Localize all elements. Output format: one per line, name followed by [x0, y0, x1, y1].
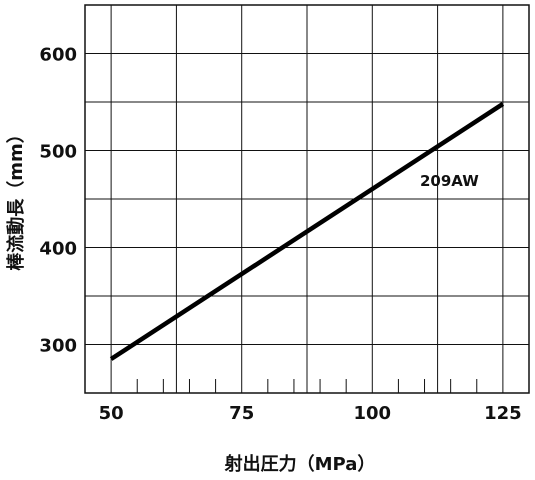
y-tick-label-0: 300 [39, 336, 77, 357]
x-tick-label-3: 125 [484, 403, 522, 424]
x-tick-label-1: 75 [229, 403, 254, 424]
y-tick-label-3: 600 [39, 45, 77, 66]
x-tick-label-0: 50 [99, 403, 124, 424]
tick-labels: 50 75 100 125 300 400 500 600 [39, 45, 521, 425]
minor-ticks [136, 379, 478, 393]
x-tick-label-2: 100 [354, 403, 392, 424]
y-axis-title: 棒流動長（mm） [5, 125, 27, 271]
y-tick-label-1: 400 [39, 239, 77, 260]
x-axis-title: 射出圧力（MPa） [224, 453, 376, 475]
grid [84, 4, 530, 394]
series-line-0 [109, 102, 505, 361]
series-label-209aw: 209AW [420, 172, 479, 190]
series [109, 102, 505, 361]
y-tick-label-2: 500 [39, 142, 77, 163]
